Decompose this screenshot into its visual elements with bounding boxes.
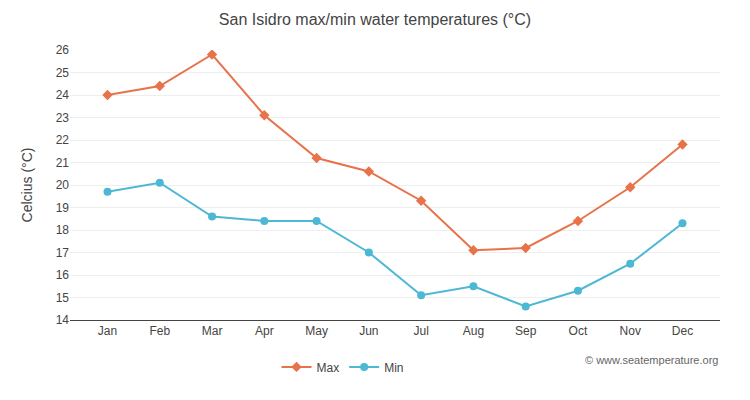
svg-text:Sep: Sep (515, 324, 537, 338)
svg-text:Aug: Aug (463, 324, 484, 338)
svg-text:Jun: Jun (359, 324, 378, 338)
svg-text:May: May (305, 324, 328, 338)
svg-text:20: 20 (56, 178, 70, 192)
svg-text:Oct: Oct (569, 324, 588, 338)
svg-text:22: 22 (56, 133, 70, 147)
svg-text:Celcius (°C): Celcius (°C) (19, 148, 35, 223)
svg-text:26: 26 (56, 43, 70, 57)
svg-text:18: 18 (56, 223, 70, 237)
svg-text:19: 19 (56, 201, 70, 215)
svg-text:Max: Max (317, 361, 340, 375)
svg-text:© www.seatemperature.org: © www.seatemperature.org (585, 354, 718, 366)
svg-text:23: 23 (56, 111, 70, 125)
svg-text:Mar: Mar (202, 324, 223, 338)
svg-text:14: 14 (56, 313, 70, 327)
svg-text:17: 17 (56, 246, 70, 260)
svg-text:15: 15 (56, 291, 70, 305)
svg-text:24: 24 (56, 88, 70, 102)
svg-text:25: 25 (56, 66, 70, 80)
svg-text:21: 21 (56, 156, 70, 170)
svg-text:San Isidro max/min water tempe: San Isidro max/min water temperatures (°… (219, 11, 531, 28)
svg-text:16: 16 (56, 268, 70, 282)
svg-text:Dec: Dec (672, 324, 693, 338)
svg-text:Nov: Nov (620, 324, 641, 338)
svg-text:Jul: Jul (413, 324, 428, 338)
svg-text:Min: Min (384, 361, 403, 375)
svg-text:Apr: Apr (255, 324, 274, 338)
svg-text:Feb: Feb (149, 324, 170, 338)
svg-text:Jan: Jan (98, 324, 117, 338)
